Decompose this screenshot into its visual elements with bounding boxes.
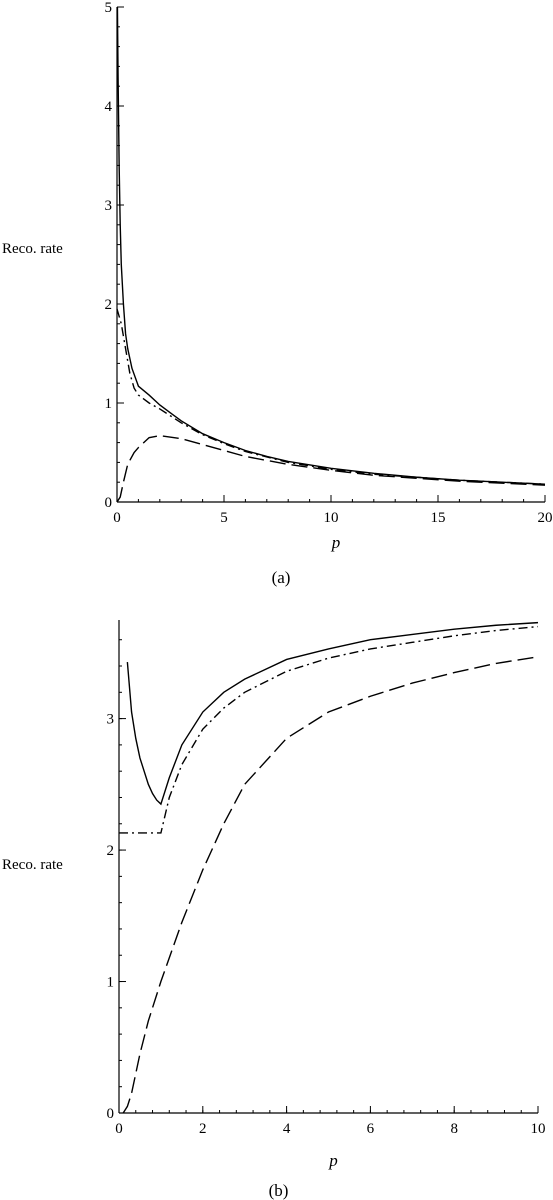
x-tick-label: 5 bbox=[220, 510, 228, 526]
x-axis-label: p bbox=[328, 1151, 338, 1170]
series-line-dash-dot bbox=[119, 625, 539, 834]
series-line-solid bbox=[116, 6, 546, 485]
chart-panel-a: 0 1 2 3 4 5 0 5 10 15 20 Reco. rate p (a) bbox=[2, 0, 553, 587]
chart-panel-b: 0 1 2 3 0 2 4 6 8 10 Reco. rate p (b) bbox=[2, 620, 546, 1200]
series-line-solid bbox=[126, 621, 539, 806]
y-tick-label: 5 bbox=[105, 0, 113, 16]
y-tick-label: 0 bbox=[107, 1106, 115, 1122]
x-tick-label: 0 bbox=[115, 1121, 123, 1137]
y-tick-label: 1 bbox=[107, 975, 115, 991]
y-tick-label: 4 bbox=[105, 99, 113, 115]
x-tick-label: 10 bbox=[324, 510, 339, 526]
y-tick-label: 2 bbox=[105, 297, 113, 313]
x-tick-label: 2 bbox=[199, 1121, 207, 1137]
x-tick-label: 8 bbox=[450, 1121, 458, 1137]
x-tick-label: 10 bbox=[531, 1121, 546, 1137]
y-tick-label: 2 bbox=[107, 843, 115, 859]
y-axis-label: Reco. rate bbox=[2, 857, 63, 873]
y-tick-label: 0 bbox=[105, 495, 113, 511]
x-tick-label: 15 bbox=[431, 510, 446, 526]
y-axis-label: Reco. rate bbox=[2, 241, 63, 257]
x-axis-label: p bbox=[331, 533, 341, 552]
y-tick-label: 3 bbox=[105, 198, 113, 214]
series-line-long-dash bbox=[116, 434, 546, 503]
x-tick-label: 0 bbox=[113, 510, 121, 526]
series-line-long-dash bbox=[122, 656, 539, 1114]
chart-caption: (b) bbox=[269, 1181, 289, 1200]
chart-caption: (a) bbox=[272, 568, 291, 587]
x-tick-label: 20 bbox=[538, 510, 553, 526]
x-tick-label: 6 bbox=[367, 1121, 375, 1137]
x-tick-label: 4 bbox=[283, 1121, 291, 1137]
series-line-dash-dot bbox=[116, 308, 546, 485]
y-tick-label: 1 bbox=[105, 396, 113, 412]
y-tick-label: 3 bbox=[107, 712, 115, 728]
